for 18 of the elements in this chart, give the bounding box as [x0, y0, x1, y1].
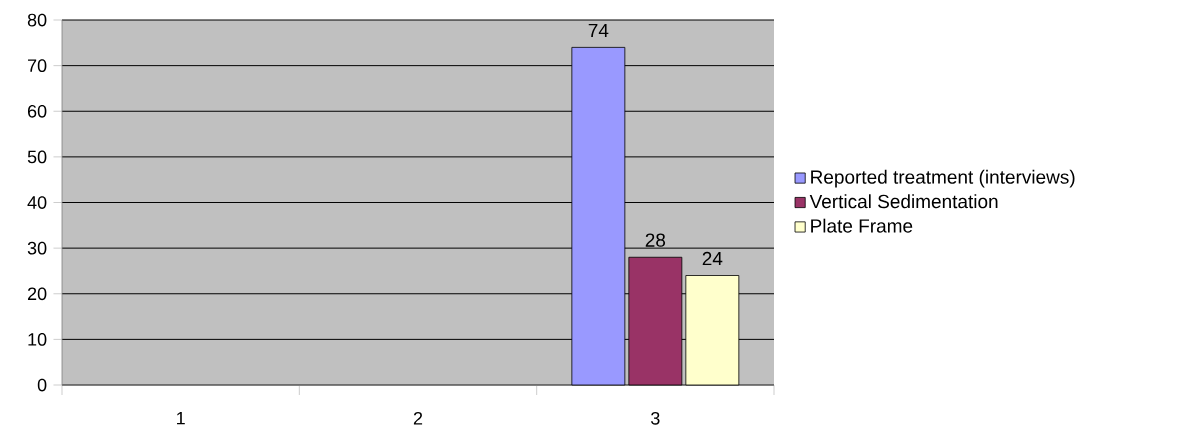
- y-tick-label: 70: [28, 59, 47, 73]
- legend-label: Reported treatment (interviews): [811, 169, 1075, 188]
- y-tick-label: 30: [27, 241, 47, 255]
- data-label: 24: [702, 251, 723, 266]
- y-tick-label: 50: [27, 150, 47, 164]
- data-label: 28: [645, 233, 666, 247]
- y-tick-label: 60: [27, 104, 47, 118]
- x-tick-label: 3: [651, 411, 660, 425]
- x-tick-label: 2: [413, 411, 423, 425]
- y-tick-label: 40: [27, 196, 47, 209]
- x-tick-label: 1: [177, 411, 185, 425]
- y-tick-label: 20: [27, 287, 47, 301]
- y-tick-label: 80: [27, 13, 47, 27]
- y-tick-label: 10: [28, 333, 47, 346]
- data-label: 74: [588, 23, 609, 37]
- y-tick-label: 0: [37, 378, 47, 392]
- legend-label: Plate Frame: [811, 218, 913, 233]
- legend-label: Vertical Sedimentation: [809, 194, 998, 209]
